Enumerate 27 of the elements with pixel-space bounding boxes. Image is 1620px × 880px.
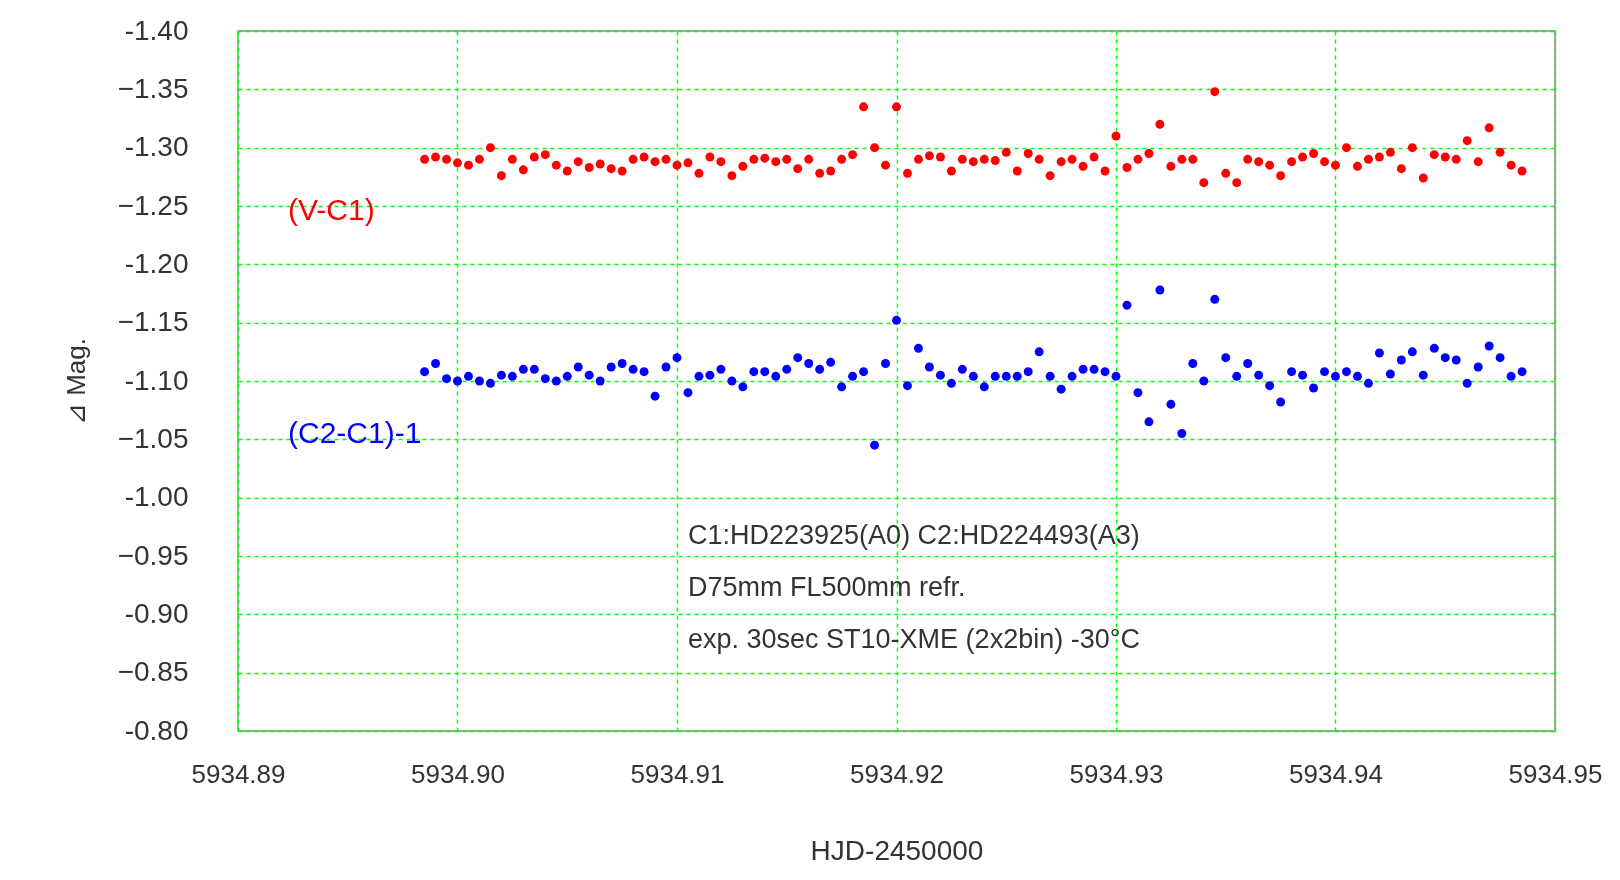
series-label: (V-C1) <box>288 193 375 227</box>
y-tick-label: -1.40 <box>124 14 189 46</box>
y-tick-label: −1.35 <box>117 72 189 104</box>
y-tick-label: -0.90 <box>124 597 189 629</box>
y-tick-label: −0.95 <box>117 539 189 571</box>
x-tick-label: 5934.92 <box>850 758 944 789</box>
x-tick-label: 5934.89 <box>191 758 286 789</box>
annotation: C1:HD223925(A0) C2:HD224493(A3) <box>688 520 1140 550</box>
y-tick-label: -1.20 <box>124 247 189 279</box>
x-tick-label: 5934.93 <box>1069 758 1164 789</box>
y-tick-label: −1.15 <box>117 306 189 338</box>
annotation: D75mm FL500mm refr. <box>688 572 966 602</box>
x-tick-label: 5934.95 <box>1508 758 1603 789</box>
y-tick-label: −1.05 <box>117 422 189 454</box>
x-tick-label: 5934.91 <box>630 758 725 789</box>
x-tick-label: 5934.94 <box>1289 758 1383 789</box>
y-tick-label: -1.10 <box>124 364 189 396</box>
y-tick-label: −1.25 <box>117 189 189 221</box>
y-axis-title: ⊿ Mag. <box>60 337 91 426</box>
y-tick-label: -1.30 <box>124 131 189 163</box>
y-tick-label: −0.85 <box>117 656 189 688</box>
series-label: (C2-C1)-1 <box>288 415 422 449</box>
y-tick-label: -0.80 <box>124 714 189 746</box>
x-tick-label: 5934.90 <box>411 758 505 789</box>
annotation: exp. 30sec ST10-XME (2x2bin) -30°C <box>688 624 1140 654</box>
y-tick-label: -1.00 <box>124 481 189 513</box>
x-axis-title: HJD-2450000 <box>810 834 984 866</box>
